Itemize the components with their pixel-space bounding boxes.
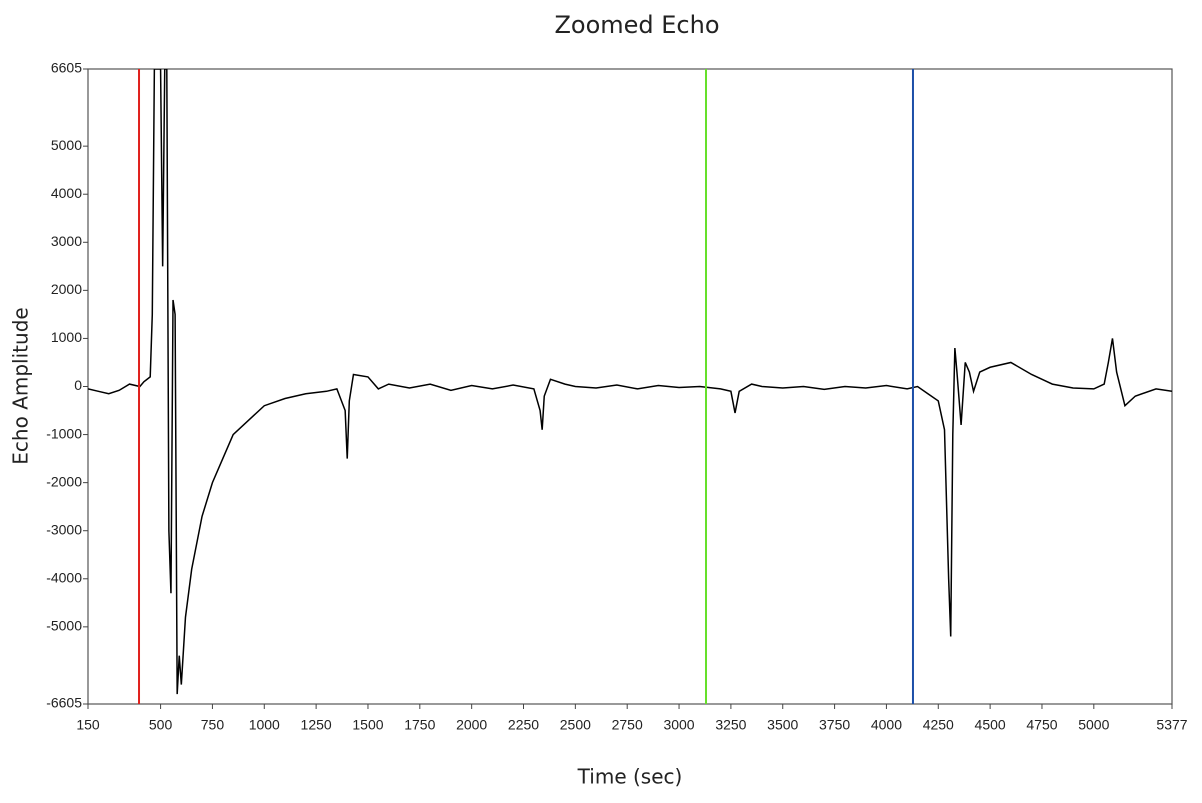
y-tick-label: 1000 [51,329,82,345]
x-tick-label: 3750 [819,717,850,733]
x-tick-label: 500 [149,717,173,733]
y-tick-label: -1000 [46,425,82,441]
x-tick-label: 4750 [1026,717,1057,733]
x-tick-label: 3000 [663,717,694,733]
x-tick-label: 1000 [249,717,280,733]
x-tick-label: 2250 [508,717,539,733]
x-tick-label: 1250 [301,717,332,733]
chart-title: Zoomed Echo [554,11,719,39]
y-tick-label: 2000 [51,281,82,297]
y-tick-label: 0 [74,377,82,393]
x-tick-label: 3250 [715,717,746,733]
x-tick-label: 3500 [767,717,798,733]
x-tick-label: 1500 [352,717,383,733]
x-tick-label: 2750 [612,717,643,733]
y-tick-label: -2000 [46,473,82,489]
x-tick-label: 4250 [923,717,954,733]
x-tick-label: 4000 [871,717,902,733]
x-tick-label: 150 [76,717,100,733]
plot-frame [87,68,1173,705]
x-axis-label: Time (sec) [577,765,683,789]
y-tick-label: -6605 [46,695,82,711]
x-tick-label: 5000 [1078,717,1109,733]
y-tick-label: 5000 [51,137,82,153]
y-tick-label: -5000 [46,618,82,634]
y-tick-label: -4000 [46,569,82,585]
y-tick-label: -3000 [46,521,82,537]
y-tick-label: 3000 [51,233,82,249]
x-tick-label: 750 [201,717,225,733]
y-tick-label: 4000 [51,185,82,201]
x-tick-label: 1750 [404,717,435,733]
x-tick-label: 4500 [975,717,1006,733]
y-tick-label: 6605 [51,60,82,76]
data-line [88,69,1172,695]
y-axis-label: Echo Amplitude [9,307,33,464]
x-tick-label: 5377 [1156,717,1187,733]
x-tick-label: 2000 [456,717,487,733]
x-tick-label: 2500 [560,717,591,733]
